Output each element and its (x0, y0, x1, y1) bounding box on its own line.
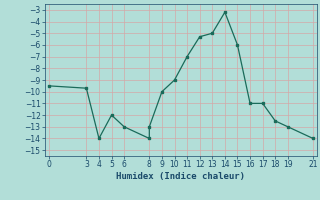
X-axis label: Humidex (Indice chaleur): Humidex (Indice chaleur) (116, 172, 245, 181)
